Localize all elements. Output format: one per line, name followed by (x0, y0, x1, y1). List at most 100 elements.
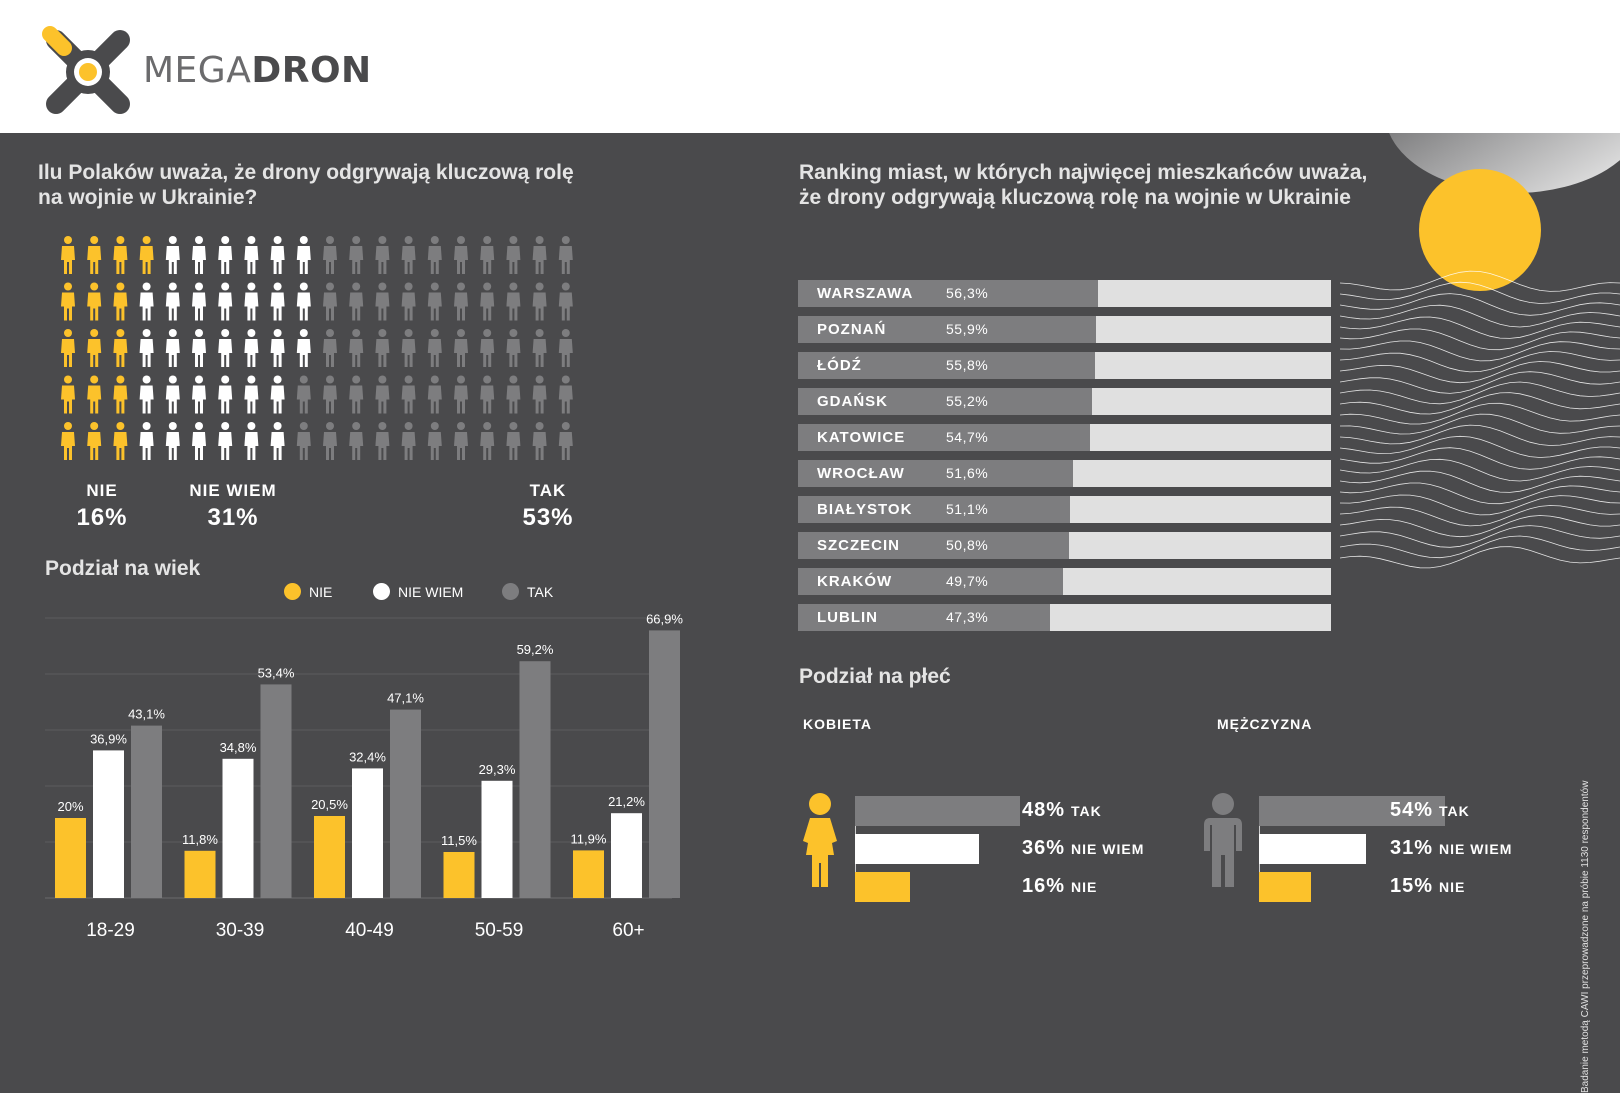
answer-value-tak: 53% (522, 504, 574, 531)
bar-value-label: 20% (57, 799, 83, 814)
age-category-label: 60+ (612, 920, 644, 941)
bar-value-label: 20,5% (311, 797, 348, 812)
city-name: KRAKÓW (817, 573, 893, 590)
city-value: 51,1% (946, 501, 989, 517)
city-bar-fill (798, 316, 1096, 343)
person-icon (87, 375, 102, 414)
city-row: WROCŁAW 51,6% (798, 460, 1331, 487)
city-row: KRAKÓW 49,7% (798, 568, 1331, 595)
bar-nie-wiem (481, 780, 513, 898)
person-icon (61, 375, 75, 414)
person-icon (323, 282, 337, 321)
city-value: 54,7% (946, 429, 989, 445)
city-row: GDAŃSK 55,2% (798, 388, 1331, 415)
female-label: KOBIETA (803, 716, 872, 732)
bar-tak (131, 725, 162, 898)
person-icon (270, 422, 285, 460)
legend-tak: TAK (502, 583, 553, 600)
person-icon (558, 329, 573, 367)
person-icon (139, 282, 154, 321)
person-icon (113, 422, 128, 460)
person-icon (349, 375, 364, 414)
city-bar-fill (798, 604, 1051, 631)
bar-nie-wiem (352, 768, 383, 898)
person-icon (113, 236, 128, 274)
person-icon (270, 329, 285, 367)
legend-nie-wiem: NIE WIEM (373, 583, 463, 600)
bar-nie-wiem (611, 813, 642, 898)
city-row: WARSZAWA 56,3% (798, 280, 1331, 307)
person-icon (480, 236, 495, 274)
city-value: 50,8% (946, 537, 989, 553)
header-bar: MEGADRON (0, 0, 1620, 133)
city-row: SZCZECIN 50,8% (798, 532, 1331, 559)
person-icon (244, 329, 259, 367)
age-category-label: 18-29 (86, 920, 135, 941)
person-icon (165, 422, 180, 460)
city-bar-fill (798, 424, 1090, 451)
bar-nie (314, 816, 345, 898)
gender-bar (1259, 796, 1445, 826)
city-name: BIAŁYSTOK (817, 501, 913, 518)
city-name: WROCŁAW (817, 465, 905, 482)
person-icon (323, 375, 337, 414)
city-bar-fill (798, 352, 1096, 379)
answer-label-nie-wiem: NIE WIEM (189, 481, 277, 500)
person-icon (296, 422, 311, 460)
woman-icon (803, 793, 837, 887)
bar-value-label: 11,5% (441, 833, 477, 848)
person-icon (454, 422, 468, 460)
person-icon (532, 282, 547, 321)
person-icon (244, 236, 259, 274)
person-icon (454, 236, 468, 274)
brand-name: MEGADRON (143, 50, 372, 91)
age-category-label: 50-59 (475, 920, 524, 941)
main-panel: Ilu Polaków uważa, że drony odgrywają kl… (0, 133, 1620, 1093)
gender-value: 48% TAK (1022, 799, 1102, 821)
bar-tak (649, 630, 680, 898)
person-icon (532, 236, 547, 274)
person-icon (113, 329, 128, 367)
person-icon (218, 236, 233, 274)
gender-bar (1259, 872, 1311, 902)
city-name: WARSZAWA (817, 285, 914, 302)
person-icon (454, 329, 468, 367)
person-icon (192, 282, 206, 321)
answer-value-nie-wiem: 31% (207, 504, 259, 531)
person-icon (427, 329, 442, 367)
bar-value-label: 32,4% (349, 749, 386, 764)
person-icon (87, 282, 102, 321)
person-icon (270, 282, 285, 321)
person-icon (375, 375, 390, 414)
decorative-graphic (1340, 133, 1620, 569)
gender-value: 54% TAK (1390, 799, 1470, 821)
person-icon (532, 375, 547, 414)
answer-label-tak: TAK (529, 481, 567, 500)
drone-logo-icon (42, 26, 130, 114)
person-icon (349, 422, 364, 460)
city-row: LUBLIN 47,3% (798, 604, 1331, 631)
gender-section-title: Podział na płeć (799, 665, 951, 688)
bar-tak (390, 709, 421, 898)
city-bar-fill (798, 568, 1063, 595)
gender-value: 36% NIE WIEM (1022, 837, 1145, 859)
person-icon (558, 282, 573, 321)
person-icon (139, 329, 154, 367)
city-name: GDAŃSK (817, 393, 889, 410)
question-title: Ilu Polaków uważa, że drony odgrywają kl… (38, 161, 574, 209)
city-bar-fill (798, 460, 1074, 487)
city-row: BIAŁYSTOK 51,1% (798, 496, 1331, 523)
person-icon (139, 236, 154, 274)
city-value: 55,8% (946, 357, 989, 373)
bar-value-label: 11,9% (571, 831, 607, 846)
city-name: LUBLIN (817, 609, 878, 626)
gender-bar (1259, 834, 1366, 864)
person-icon (506, 282, 521, 321)
city-value: 55,9% (946, 321, 989, 337)
person-icon (296, 236, 311, 274)
person-icon (558, 236, 573, 274)
age-category-label: 30-39 (216, 920, 265, 941)
legend-nie: NIE (284, 583, 332, 600)
person-icon (480, 422, 495, 460)
age-section-title: Podział na wiek (45, 557, 201, 580)
